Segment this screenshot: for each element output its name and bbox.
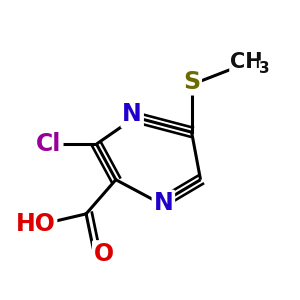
Text: Cl: Cl: [36, 132, 61, 156]
Text: CH: CH: [230, 52, 263, 72]
Text: HO: HO: [16, 212, 56, 236]
Text: 3: 3: [259, 61, 270, 76]
Text: N: N: [122, 102, 142, 126]
Text: S: S: [183, 70, 200, 94]
Text: O: O: [94, 242, 114, 266]
Text: N: N: [154, 191, 173, 215]
